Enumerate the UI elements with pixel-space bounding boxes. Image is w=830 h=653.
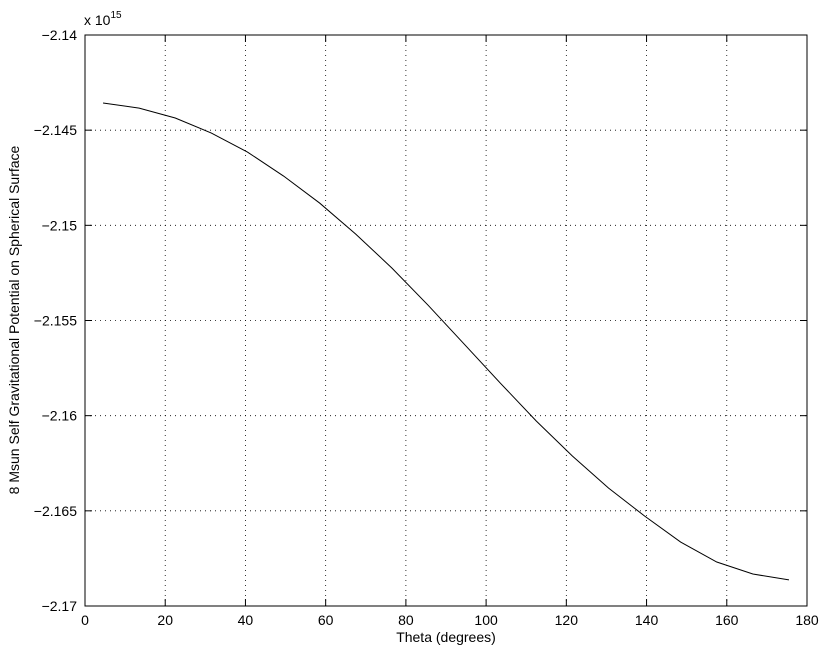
y-tick-label: −2.14 [42, 27, 78, 43]
y-tick-label: −2.165 [34, 503, 77, 519]
x-tick-label: 40 [238, 612, 254, 628]
axis-multiplier: x 1015 [84, 10, 122, 28]
multiplier-exponent: 15 [110, 10, 122, 21]
x-tick-label: 20 [157, 612, 173, 628]
x-tick-label: 140 [635, 612, 659, 628]
x-tick-label: 80 [398, 612, 414, 628]
y-tick-label: −2.17 [42, 598, 78, 614]
data-line [102, 102, 790, 581]
y-tick-label: −2.16 [42, 408, 78, 424]
x-tick-label: 120 [555, 612, 579, 628]
y-tick-label: −2.155 [34, 313, 77, 329]
x-tick-label: 60 [318, 612, 334, 628]
y-tick-label: −2.15 [42, 217, 78, 233]
y-axis-label: 8 Msun Self Gravitational Potential on S… [6, 145, 22, 494]
x-tick-label: 100 [474, 612, 498, 628]
plot-frame [84, 34, 808, 607]
y-tick-label: −2.145 [34, 122, 77, 138]
x-tick-label: 0 [81, 612, 89, 628]
x-axis-label: Theta (degrees) [396, 629, 496, 645]
x-tick-label: 160 [715, 612, 739, 628]
x-tick-label: 180 [795, 612, 819, 628]
multiplier-base: x 10 [84, 12, 111, 28]
